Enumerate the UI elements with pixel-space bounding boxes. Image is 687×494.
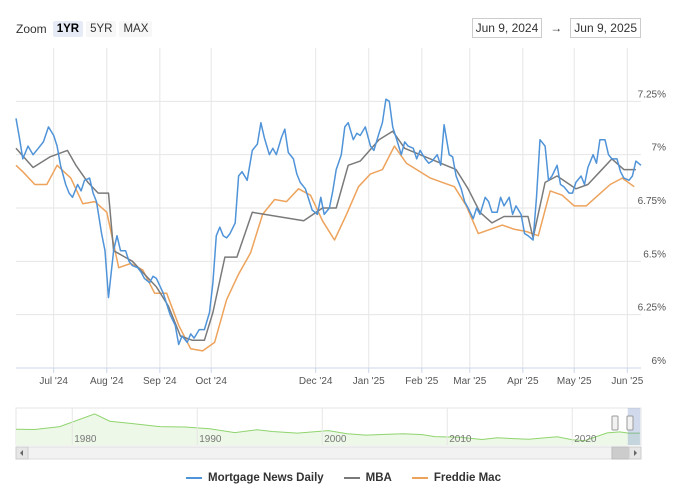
range-to-input[interactable]: Jun 9, 2025 <box>570 18 641 38</box>
navigator-tick-label: 2020 <box>574 434 597 445</box>
navigator-tick-label: 2000 <box>324 434 347 445</box>
zoom-5yr-button[interactable]: 5YR <box>86 21 117 37</box>
navigator-area <box>16 413 640 445</box>
x-tick-label: Dec '24 <box>299 376 333 387</box>
y-tick-label: 6.5% <box>643 249 666 260</box>
x-tick-label: Jan '25 <box>353 376 385 387</box>
y-tick-label: 6.25% <box>638 303 666 314</box>
x-tick-label: Jul '24 <box>39 376 68 387</box>
x-tick-label: May '25 <box>557 376 592 387</box>
navigator-handle-left[interactable] <box>611 415 619 431</box>
y-tick-label: 6.75% <box>638 196 666 207</box>
range-arrow-icon: → <box>550 21 563 35</box>
rate-chart: 7.25% 7% 6.75% 6.5% 6.25% 6% Jul '24 Aug '24 Sep… <box>15 48 667 460</box>
navigator-line <box>15 413 640 442</box>
navigator-tick-label: 2010 <box>449 434 472 445</box>
legend: Mortgage News Daily MBA Freddie Mac <box>0 472 687 484</box>
scroll-left-icon <box>20 450 23 456</box>
x-tick-label: Apr '25 <box>507 376 539 387</box>
zoom-1yr-button[interactable]: 1YR <box>52 21 84 37</box>
series-line-freddie <box>15 145 635 352</box>
range-from-input[interactable]: Jun 9, 2024 <box>471 18 543 38</box>
legend-label-freddie: Freddie Mac <box>433 472 501 484</box>
navigator-tick-label: 1990 <box>199 434 222 445</box>
date-range: Jun 9, 2024 → Jun 9, 2025 <box>471 18 641 38</box>
zoom-max-button[interactable]: MAX <box>119 21 153 37</box>
x-tick-label: Sep '24 <box>143 376 177 387</box>
zoom-label: Zoom <box>16 22 47 36</box>
legend-item-freddie[interactable]: Freddie Mac <box>411 472 501 484</box>
navigator-tick-label: 1980 <box>74 434 97 445</box>
scrollbar-track <box>15 446 642 460</box>
legend-swatch-freddie <box>411 477 428 479</box>
x-tick-label: Mar '25 <box>453 376 486 387</box>
series-line-mnd <box>15 98 642 346</box>
legend-swatch-mba <box>343 477 360 479</box>
y-tick-label: 6% <box>652 356 667 367</box>
scroll-right-icon <box>634 450 637 456</box>
series-line-mba <box>15 130 636 342</box>
y-tick-label: 7% <box>652 143 667 154</box>
legend-label-mba: MBA <box>365 472 392 484</box>
legend-swatch-mnd <box>186 477 202 479</box>
zoom-bar: Zoom 1YR 5YR MAX <box>16 19 155 39</box>
navigator-handle-right[interactable] <box>626 415 634 431</box>
x-tick-label: Aug '24 <box>90 376 124 387</box>
scrollbar-thumb[interactable] <box>611 446 630 460</box>
legend-item-mnd[interactable]: Mortgage News Daily <box>186 472 324 484</box>
legend-label-mnd: Mortgage News Daily <box>208 472 324 484</box>
legend-item-mba[interactable]: MBA <box>343 472 392 484</box>
x-tick-label: Oct '24 <box>196 376 228 387</box>
x-tick-label: Feb '25 <box>405 376 438 387</box>
x-tick-label: Jun '25 <box>611 376 643 387</box>
y-tick-label: 7.25% <box>638 89 666 100</box>
